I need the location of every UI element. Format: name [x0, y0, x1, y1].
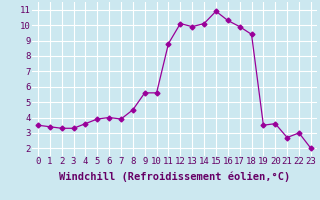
X-axis label: Windchill (Refroidissement éolien,°C): Windchill (Refroidissement éolien,°C): [59, 172, 290, 182]
